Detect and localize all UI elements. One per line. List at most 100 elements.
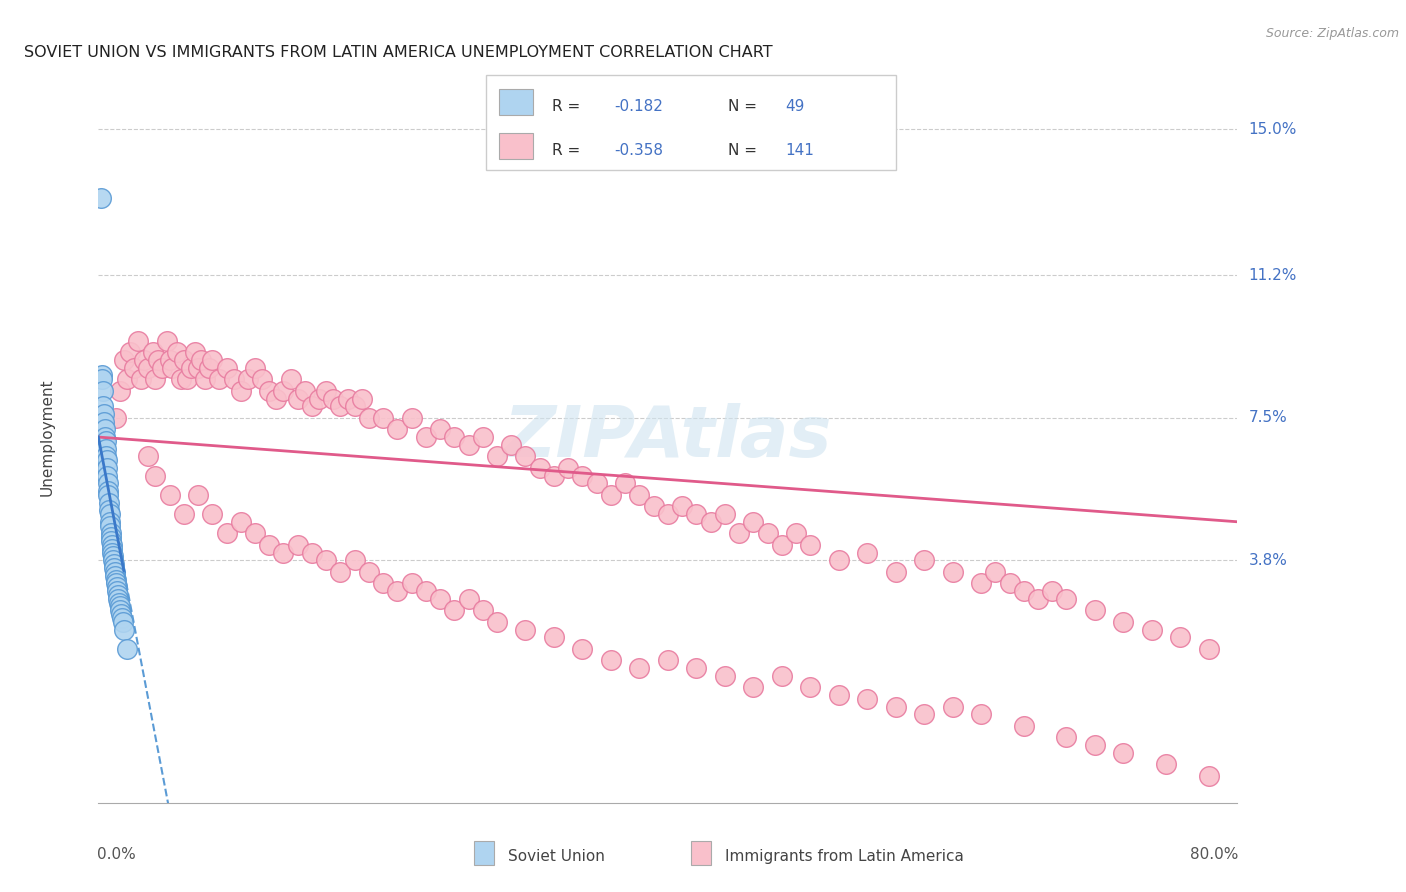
Point xyxy=(856,545,879,559)
Point xyxy=(97,488,120,502)
Point xyxy=(198,360,221,375)
Text: 11.2%: 11.2% xyxy=(1249,268,1296,283)
Text: N =: N = xyxy=(728,143,762,158)
FancyBboxPatch shape xyxy=(499,89,533,115)
Point xyxy=(543,468,565,483)
Point xyxy=(159,488,181,502)
Point xyxy=(415,430,437,444)
Point xyxy=(1012,584,1035,599)
Point xyxy=(728,526,751,541)
Point xyxy=(671,500,693,514)
Point xyxy=(1140,623,1163,637)
Point xyxy=(90,368,112,383)
Text: Soviet Union: Soviet Union xyxy=(509,848,606,863)
Text: R =: R = xyxy=(551,99,585,114)
Point xyxy=(110,603,132,617)
Point xyxy=(103,553,125,567)
Point xyxy=(127,334,149,348)
Point xyxy=(799,538,821,552)
Point xyxy=(343,553,366,567)
Text: 15.0%: 15.0% xyxy=(1249,121,1296,136)
Point xyxy=(259,384,281,398)
Point xyxy=(1026,591,1049,606)
Point xyxy=(105,580,128,594)
Text: R =: R = xyxy=(551,143,585,158)
Point xyxy=(110,607,132,622)
Point xyxy=(998,576,1021,591)
Point xyxy=(1056,591,1078,606)
Point xyxy=(628,488,651,502)
Point xyxy=(148,353,170,368)
Point xyxy=(93,415,115,429)
Point xyxy=(828,553,851,567)
Point xyxy=(486,450,509,464)
Point xyxy=(429,422,451,436)
Point xyxy=(162,360,184,375)
Point xyxy=(141,345,163,359)
Point xyxy=(180,360,202,375)
Point xyxy=(557,461,579,475)
Point xyxy=(184,345,207,359)
Point xyxy=(104,568,127,582)
Point xyxy=(315,553,337,567)
FancyBboxPatch shape xyxy=(690,841,710,865)
Point xyxy=(173,353,195,368)
Point xyxy=(529,461,551,475)
Point xyxy=(243,360,266,375)
Point xyxy=(194,372,217,386)
Point xyxy=(884,699,907,714)
FancyBboxPatch shape xyxy=(474,841,495,865)
Point xyxy=(770,538,793,552)
Point xyxy=(301,399,323,413)
Point xyxy=(93,407,115,421)
Point xyxy=(643,500,665,514)
Point xyxy=(742,681,765,695)
Point xyxy=(942,699,965,714)
Point xyxy=(94,422,117,436)
Point xyxy=(1112,746,1135,760)
Point xyxy=(98,518,121,533)
Point xyxy=(91,384,114,398)
Point xyxy=(222,372,245,386)
Point xyxy=(112,623,135,637)
Point xyxy=(685,507,707,521)
Point xyxy=(799,681,821,695)
Point xyxy=(259,538,281,552)
Point xyxy=(343,399,366,413)
Point xyxy=(429,591,451,606)
Point xyxy=(287,392,309,406)
Point xyxy=(280,372,302,386)
Point xyxy=(103,557,125,571)
Point xyxy=(101,545,124,559)
Point xyxy=(104,565,127,579)
FancyBboxPatch shape xyxy=(499,133,533,159)
Point xyxy=(104,410,127,425)
Point xyxy=(543,630,565,644)
Point xyxy=(107,591,129,606)
Point xyxy=(101,549,124,564)
Point xyxy=(98,507,121,521)
Point xyxy=(97,476,120,491)
Point xyxy=(90,191,112,205)
Point xyxy=(614,476,637,491)
Point xyxy=(443,430,465,444)
Point xyxy=(187,488,209,502)
Point xyxy=(243,526,266,541)
Point xyxy=(118,345,141,359)
Point xyxy=(357,410,380,425)
Text: -0.182: -0.182 xyxy=(614,99,664,114)
Point xyxy=(329,565,352,579)
Point xyxy=(714,669,737,683)
Point xyxy=(785,526,807,541)
Point xyxy=(828,688,851,702)
Point xyxy=(501,438,523,452)
Point xyxy=(984,565,1007,579)
Point xyxy=(166,345,188,359)
Point xyxy=(1084,603,1107,617)
Point xyxy=(266,392,288,406)
Point xyxy=(371,576,394,591)
Point xyxy=(96,468,118,483)
Point xyxy=(96,450,118,464)
Point xyxy=(1040,584,1063,599)
Text: SOVIET UNION VS IMMIGRANTS FROM LATIN AMERICA UNEMPLOYMENT CORRELATION CHART: SOVIET UNION VS IMMIGRANTS FROM LATIN AM… xyxy=(24,45,773,61)
